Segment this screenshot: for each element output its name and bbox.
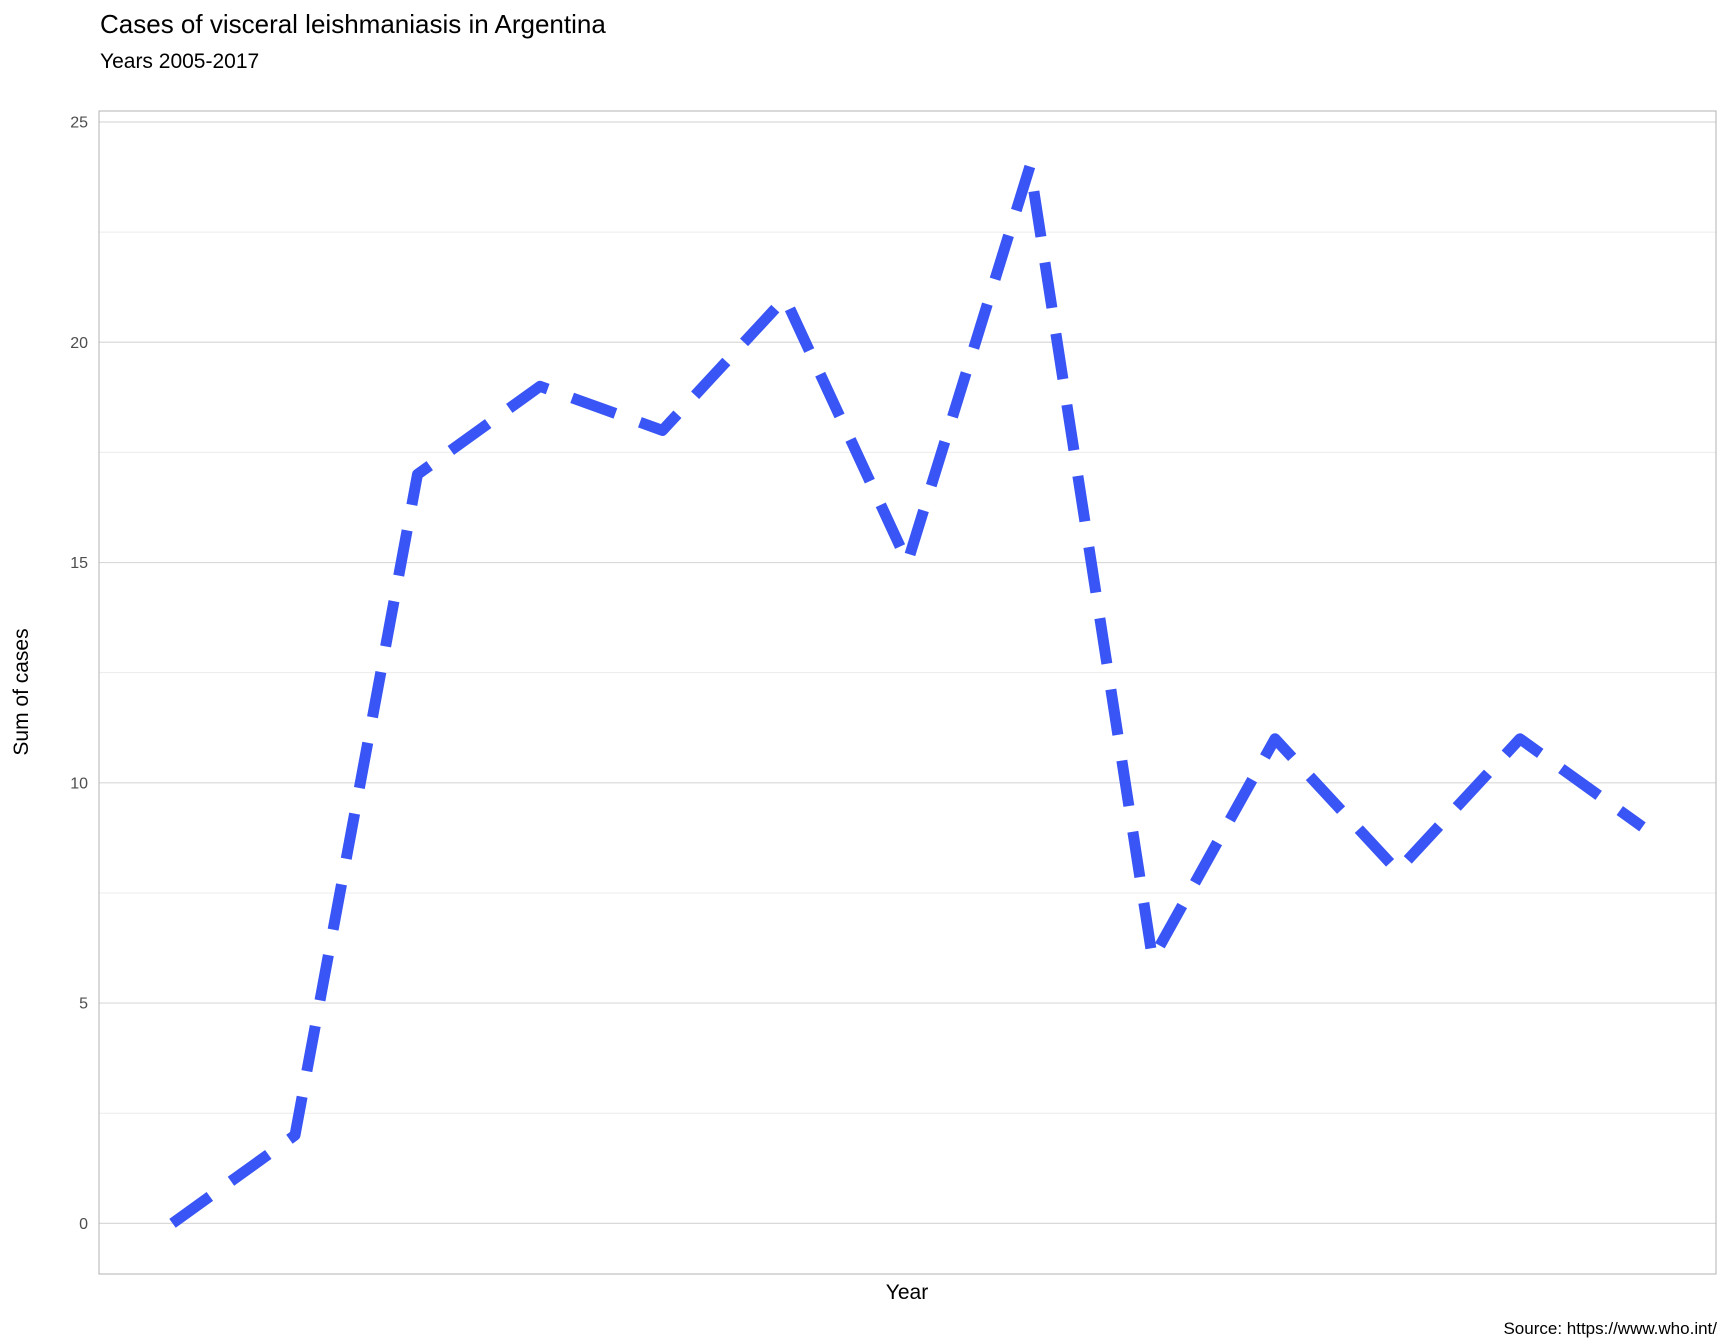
source-caption: Source: https://www.who.int/ <box>1503 1319 1717 1338</box>
y-tick-label: 15 <box>70 555 88 572</box>
panel-border <box>98 110 1717 1275</box>
data-point <box>1397 870 1399 872</box>
y-tick-label: 0 <box>79 1216 88 1233</box>
series <box>169 160 1646 1228</box>
chart-title: Cases of visceral leishmaniasis in Argen… <box>100 9 606 39</box>
data-point <box>1152 958 1154 960</box>
y-axis-title: Sum of cases <box>10 628 33 755</box>
grid <box>99 121 1716 1224</box>
y-axis-ticks: 0 5 10 15 20 25 <box>70 115 88 1233</box>
y-tick-label: 25 <box>70 115 88 132</box>
y-tick-label: 20 <box>70 335 88 352</box>
y-tick-label: 5 <box>79 996 88 1013</box>
x-axis-title: Year <box>886 1281 928 1304</box>
data-point <box>784 297 786 299</box>
y-tick-label: 10 <box>70 775 88 792</box>
series-line <box>169 160 1646 1228</box>
chart-subtitle: Years 2005-2017 <box>100 50 259 73</box>
